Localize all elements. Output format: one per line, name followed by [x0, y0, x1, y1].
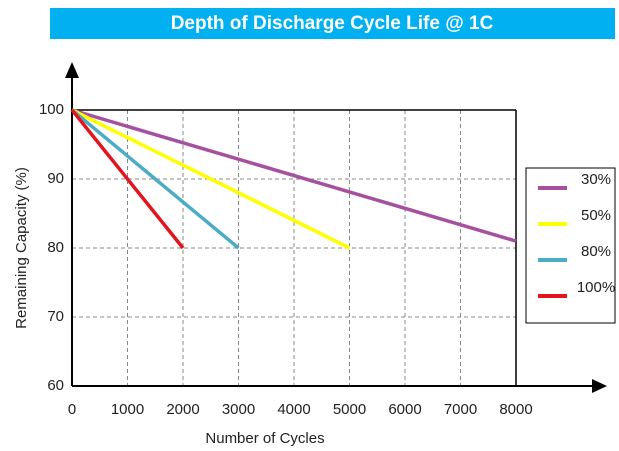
y-axis-label: Remaining Capacity (%): [13, 167, 30, 329]
title-banner: [50, 8, 615, 39]
y-tick-label: 80: [47, 239, 64, 256]
x-tick-label: 2000: [166, 401, 199, 418]
series-line: [71, 108, 351, 250]
x-tick-label: 6000: [388, 401, 421, 418]
series-line: [70, 108, 240, 250]
chart-title: Depth of Discharge Cycle Life @ 1C: [171, 13, 494, 34]
x-tick-label: 7000: [444, 401, 477, 418]
x-tick-label: 5000: [333, 401, 366, 418]
legend-label: 80%: [581, 243, 611, 260]
x-axis-label: Number of Cycles: [205, 430, 324, 447]
legend-label: 100%: [577, 279, 615, 296]
y-tick-label: 100: [39, 101, 64, 118]
series-line: [71, 108, 517, 243]
y-axis-arrow: [65, 62, 79, 78]
y-tick-label: 60: [47, 377, 64, 394]
legend-label: 50%: [581, 207, 611, 224]
x-tick-label: 1000: [111, 401, 144, 418]
y-tick-label: 90: [47, 170, 64, 187]
x-tick-label: 3000: [222, 401, 255, 418]
x-tick-label: 8000: [499, 401, 532, 418]
x-tick-label: 4000: [277, 401, 310, 418]
x-axis-arrow: [592, 379, 607, 393]
legend-label: 30%: [581, 171, 611, 188]
y-tick-label: 70: [47, 308, 64, 325]
series-line: [70, 108, 185, 250]
x-tick-label: 0: [68, 401, 76, 418]
